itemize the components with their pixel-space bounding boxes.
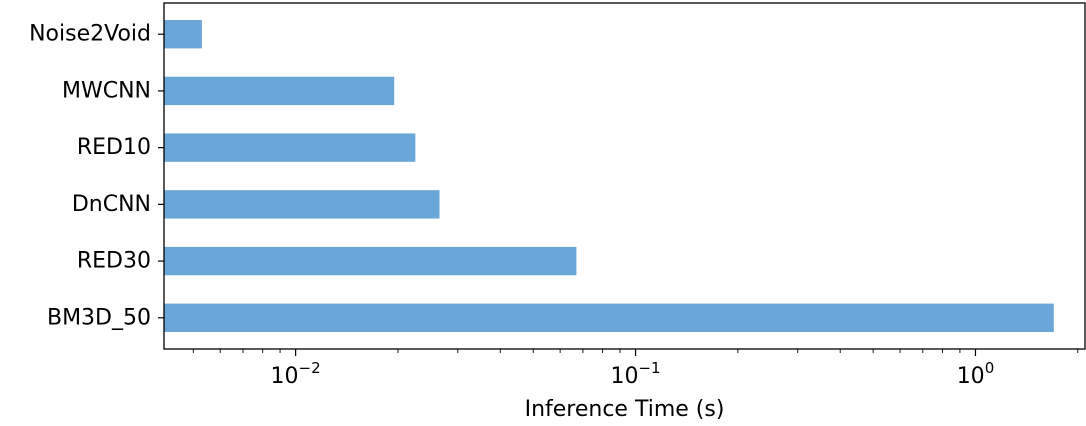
bar-red10 (164, 133, 416, 162)
bar-dncnn (164, 190, 440, 219)
plot-frame (163, 2, 1086, 350)
category-label-bm3d-50: BM3D_50 (47, 305, 151, 330)
x-tick-label: 100 (957, 359, 995, 389)
bar-mwcnn (164, 76, 395, 106)
category-label-red30: RED30 (77, 249, 151, 274)
bar-red30 (164, 246, 577, 276)
bars-group (164, 20, 1054, 332)
bar-bm3d-50 (164, 303, 1054, 332)
category-label-red10: RED10 (77, 135, 151, 160)
x-tick-label: 10−1 (610, 359, 660, 389)
x-tick-label: 10−2 (271, 359, 321, 389)
category-label-noise2void: Noise2Void (29, 22, 151, 47)
category-label-dncnn: DnCNN (72, 192, 151, 217)
x-axis-label: Inference Time (s) (525, 397, 725, 422)
bar-noise2void (164, 20, 202, 49)
x-ticks: 10−2 10−1 100 (192, 349, 1079, 389)
category-labels: BM3D_50 RED30 DnCNN RED10 MWCNN Noise2Void (29, 22, 164, 330)
category-label-mwcnn: MWCNN (62, 78, 151, 103)
